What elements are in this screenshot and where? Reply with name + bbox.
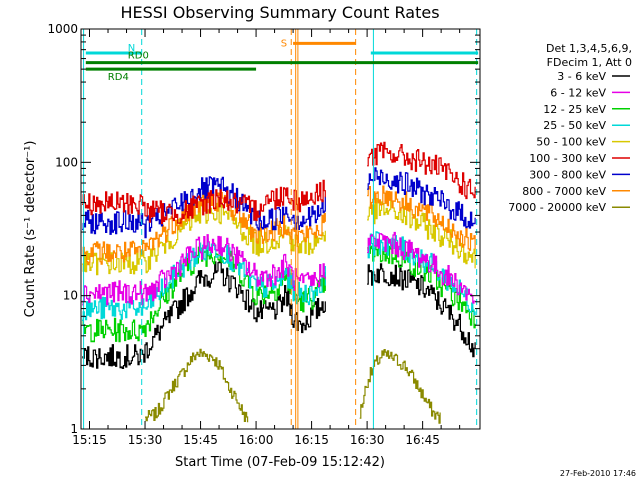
x-tick-label: 15:45	[183, 433, 218, 447]
legend-item-50-100-kev: 50 - 100 keV	[536, 136, 630, 149]
flag-n: N	[85, 43, 479, 55]
legend-label: 6 - 12 keV	[550, 86, 606, 99]
series-line	[82, 261, 476, 369]
footer-timestamp: 27-Feb-2010 17:46	[560, 469, 636, 478]
series-100-300-kev	[82, 141, 476, 225]
flag-label: RD0	[128, 51, 149, 62]
flag-label: N	[128, 43, 135, 54]
series-line	[145, 348, 441, 424]
y-tick-label: 1000	[47, 22, 78, 36]
series-3-6-kev	[82, 261, 476, 369]
flag-label: S	[281, 38, 287, 49]
legend-item-6-12-kev: 6 - 12 keV	[550, 86, 630, 99]
legend-label: 50 - 100 keV	[536, 136, 606, 149]
y-axis-label: Count Rate (s⁻¹ detector⁻¹)	[23, 141, 38, 318]
x-tick-label: 16:45	[405, 433, 440, 447]
series-line	[82, 231, 476, 306]
x-tick-label: 16:00	[239, 433, 274, 447]
flag-s: S	[281, 38, 357, 49]
series-line	[82, 185, 476, 266]
legend-label: 3 - 6 keV	[557, 70, 606, 83]
plot-frame	[80, 28, 481, 430]
series-line	[82, 198, 476, 276]
legend-item-800-7000-kev: 800 - 7000 keV	[522, 185, 630, 198]
x-axis-label: Start Time (07-Feb-09 15:12:42)	[175, 455, 385, 470]
x-tick-label: 15:30	[128, 433, 163, 447]
y-tick-label: 10	[63, 289, 78, 303]
y-tick-label: 1	[70, 422, 78, 436]
legend-item-7000-20000-kev: 7000 - 20000 keV	[508, 201, 630, 214]
legend-item-100-300-kev: 100 - 300 keV	[529, 152, 630, 165]
series-800-7000-kev	[82, 185, 476, 266]
legend-label: 100 - 300 keV	[529, 152, 606, 165]
legend-item-12-25-kev: 12 - 25 keV	[543, 103, 630, 116]
legend-header-line: Det 1,3,4,5,6,9,	[546, 42, 632, 55]
series-line	[82, 167, 476, 239]
flag-rd0: RD0	[85, 51, 479, 65]
legend-label: 800 - 7000 keV	[522, 185, 606, 198]
legend-label: 7000 - 20000 keV	[508, 201, 606, 214]
legend-item-300-800-kev: 300 - 800 keV	[529, 168, 630, 181]
series-7000-20000-kev	[145, 348, 441, 424]
series-line	[82, 141, 476, 225]
legend-label: 12 - 25 keV	[543, 103, 606, 116]
legend-header-line: FDecim 1, Att 0	[547, 56, 632, 69]
legend-label: 25 - 50 keV	[543, 119, 606, 132]
flag-label: RD4	[108, 72, 129, 83]
series-300-800-kev	[82, 167, 476, 239]
legend-item-3-6-kev: 3 - 6 keV	[557, 70, 630, 83]
x-tick-label: 15:15	[72, 433, 107, 447]
legend-item-25-50-kev: 25 - 50 keV	[543, 119, 630, 132]
x-tick-label: 16:15	[294, 433, 329, 447]
legend-label: 300 - 800 keV	[529, 168, 606, 181]
flag-rd4: RD4	[85, 67, 257, 83]
series-6-12-kev	[82, 231, 476, 306]
chart-title: HESSI Observing Summary Count Rates	[120, 3, 439, 22]
x-tick-label: 16:30	[350, 433, 385, 447]
y-tick-label: 100	[55, 155, 78, 169]
series-50-100-kev	[82, 198, 476, 276]
